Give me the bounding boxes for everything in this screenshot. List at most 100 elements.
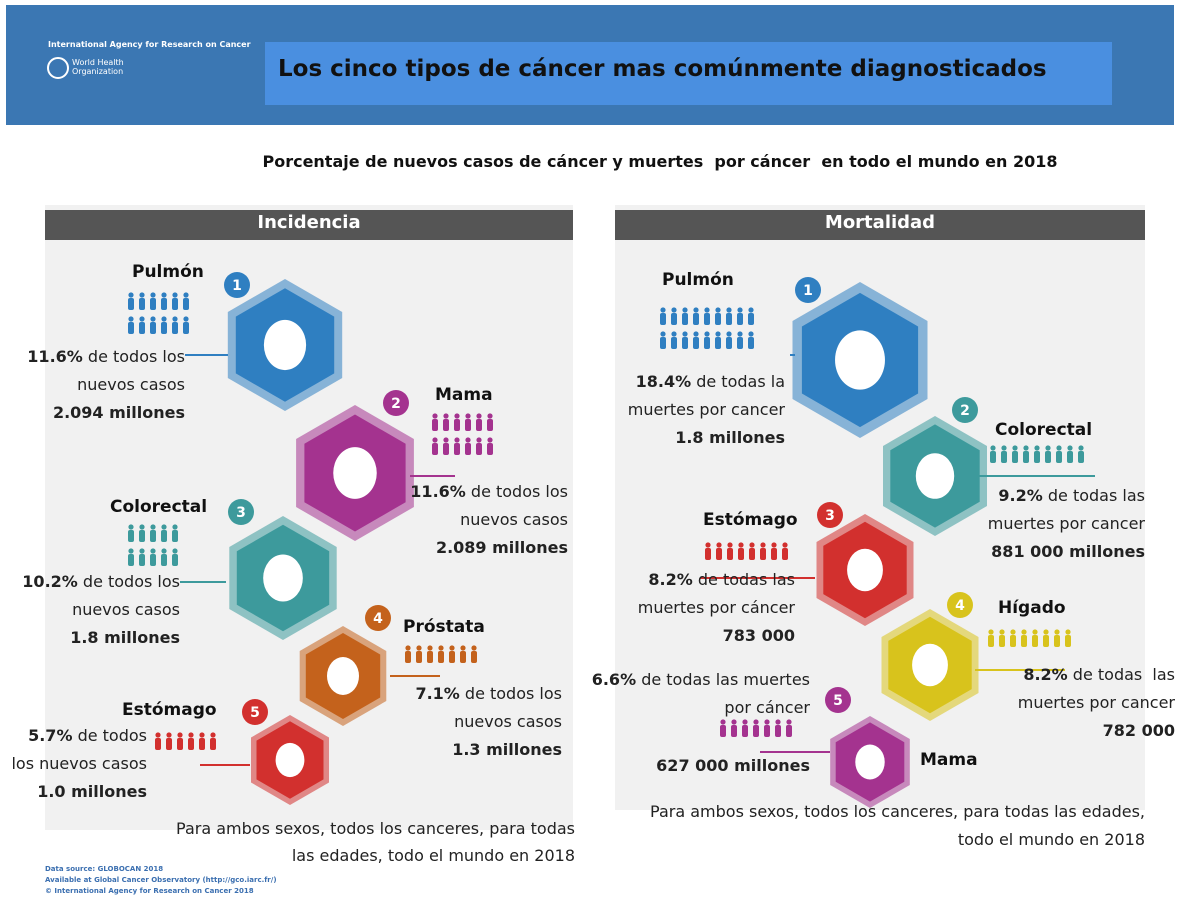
person-icon <box>476 413 482 419</box>
person-icon <box>128 524 134 530</box>
person-icon <box>764 725 770 737</box>
person-icon <box>139 322 145 334</box>
percent: 7.1% <box>415 684 460 703</box>
person-icon <box>427 651 433 663</box>
person-icon <box>1078 451 1084 463</box>
person-icon <box>128 322 134 334</box>
person-icon <box>1065 635 1071 647</box>
person-icon <box>128 530 134 542</box>
org-name: International Agency for Research on Can… <box>48 40 251 49</box>
person-icon <box>715 313 721 325</box>
person-icon <box>150 530 156 542</box>
person-icon <box>682 313 688 325</box>
person-icon <box>139 548 145 554</box>
person-icon <box>738 548 744 560</box>
panel-header <box>45 210 573 240</box>
person-icon <box>427 645 433 651</box>
percent: 10.2% <box>22 572 78 591</box>
rank-badge <box>242 699 268 725</box>
person-icon <box>172 554 178 566</box>
count: 881 000 millones <box>991 542 1145 561</box>
person-icon <box>161 548 167 554</box>
person-icon <box>775 725 781 737</box>
rank-number: 4 <box>955 598 965 614</box>
share-line: 6.6% de todas las muertes por cáncer <box>590 666 810 722</box>
person-icon <box>161 298 167 310</box>
rank-number: 4 <box>373 611 383 627</box>
share-line: 10.2% de todos los nuevos casos <box>10 568 180 624</box>
who-line: World Health <box>72 58 124 67</box>
person-icon <box>443 437 449 443</box>
person-icon <box>1056 451 1062 463</box>
percent: 5.7% <box>28 726 73 745</box>
person-icon <box>139 524 145 530</box>
item-text: 11.6% de todos los nuevos casos 2.089 mil… <box>400 478 568 562</box>
item-text: 7.1% de todos los nuevos casos 1.3 millon… <box>382 680 562 764</box>
person-icon <box>210 738 216 750</box>
organ-icon <box>835 330 885 390</box>
item-name: Estómago <box>703 510 798 530</box>
percent: 8.2% <box>648 570 693 589</box>
share-line: 7.1% de todos los nuevos casos <box>382 680 562 736</box>
person-icon <box>460 651 466 663</box>
person-icon <box>172 548 178 554</box>
item-text: 11.6% de todos los nuevos casos 2.094 mil… <box>10 343 185 427</box>
person-icon <box>775 719 781 725</box>
person-icon <box>460 645 466 651</box>
count: 627 000 millones <box>656 756 810 775</box>
person-icon <box>128 548 134 554</box>
percent: 6.6% <box>591 670 637 689</box>
item-name: Colorectal <box>110 497 208 517</box>
person-icon <box>737 331 743 337</box>
percent: 8.2% <box>1023 665 1068 684</box>
person-icon <box>183 322 189 334</box>
rank-number: 2 <box>960 403 970 419</box>
count: 1.8 millones <box>70 628 180 647</box>
person-icon <box>487 443 493 455</box>
rank-number: 3 <box>825 508 835 524</box>
person-icon <box>188 738 194 750</box>
person-icon <box>210 732 216 738</box>
person-icon <box>150 292 156 298</box>
person-icon <box>715 307 721 313</box>
person-icon <box>128 316 134 322</box>
percent: 11.6% <box>27 347 83 366</box>
person-icon <box>693 307 699 313</box>
person-icon <box>166 732 172 738</box>
person-icon <box>172 530 178 542</box>
person-icon <box>150 554 156 566</box>
rank-badge <box>228 499 254 525</box>
person-icon <box>139 298 145 310</box>
rank-badge <box>383 390 409 416</box>
person-icon <box>443 443 449 455</box>
share-line: 11.6% de todos los nuevos casos <box>10 343 185 399</box>
person-icon <box>1054 629 1060 635</box>
share-line: 11.6% de todos los nuevos casos <box>400 478 568 534</box>
person-icon <box>671 337 677 349</box>
person-icon <box>764 719 770 725</box>
person-icon <box>416 651 422 663</box>
share-text: de todos los nuevos casos <box>460 482 574 529</box>
person-icon <box>1054 635 1060 647</box>
person-icon <box>671 307 677 313</box>
person-icon <box>161 316 167 322</box>
person-icon <box>199 732 205 738</box>
title: Los cinco tipos de cáncer mas comúnmente… <box>278 56 1047 82</box>
person-icon <box>172 316 178 322</box>
person-icon <box>161 322 167 334</box>
person-icon <box>1065 629 1071 635</box>
person-icon <box>749 542 755 548</box>
person-icon <box>465 413 471 419</box>
rank-number: 3 <box>236 505 246 521</box>
person-icon <box>726 307 732 313</box>
person-icon <box>1032 629 1038 635</box>
person-icon <box>432 443 438 455</box>
person-icon <box>128 554 134 566</box>
footer-line: Available at Global Cancer Observatory (… <box>45 876 277 884</box>
person-icon <box>782 548 788 560</box>
person-icon <box>1012 445 1018 451</box>
person-icon <box>161 530 167 542</box>
person-icon <box>449 645 455 651</box>
person-icon <box>438 651 444 663</box>
person-icon <box>760 542 766 548</box>
